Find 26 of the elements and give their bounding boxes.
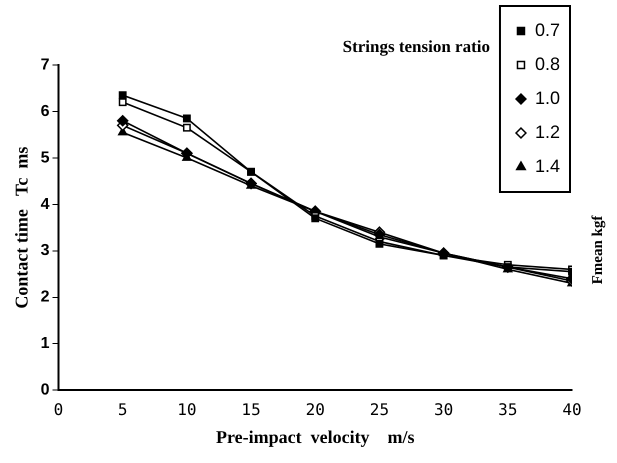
y-tick-label: 6 bbox=[40, 102, 50, 120]
y-tick-label: 1 bbox=[40, 335, 50, 352]
y-axis-title: Contact time Tc ms bbox=[11, 146, 32, 309]
x-tick-label: 30 bbox=[434, 400, 454, 419]
legend-label: 0.8 bbox=[534, 54, 560, 74]
legend-label: 0.7 bbox=[534, 20, 560, 40]
y-tick-label: 5 bbox=[40, 149, 50, 166]
x-axis-title: Pre-impact velocity m/s bbox=[216, 426, 415, 447]
y-tick-label: 7 bbox=[40, 56, 50, 74]
y-tick-label: 4 bbox=[40, 196, 50, 213]
x-tick-label: 25 bbox=[370, 400, 390, 419]
x-tick-label: 5 bbox=[118, 400, 128, 419]
x-tick-label: 40 bbox=[562, 400, 582, 419]
x-tick-label: 10 bbox=[177, 400, 197, 419]
legend-label: 1.2 bbox=[534, 122, 560, 142]
x-tick-label: 20 bbox=[306, 400, 325, 419]
y2-axis-title: Fmean kgf bbox=[590, 214, 607, 286]
x-tick-label: 35 bbox=[498, 400, 518, 419]
x-tick-label: 15 bbox=[241, 400, 261, 419]
x-tick-label: 0 bbox=[54, 400, 64, 419]
legend-label: 1.4 bbox=[534, 156, 560, 176]
y-tick-label: 0 bbox=[40, 382, 50, 399]
y-tick-label: 3 bbox=[40, 242, 50, 260]
legend-label: 1.0 bbox=[534, 88, 560, 108]
legend-title: Strings tension ratio bbox=[342, 36, 490, 58]
y-tick-label: 2 bbox=[40, 288, 50, 306]
